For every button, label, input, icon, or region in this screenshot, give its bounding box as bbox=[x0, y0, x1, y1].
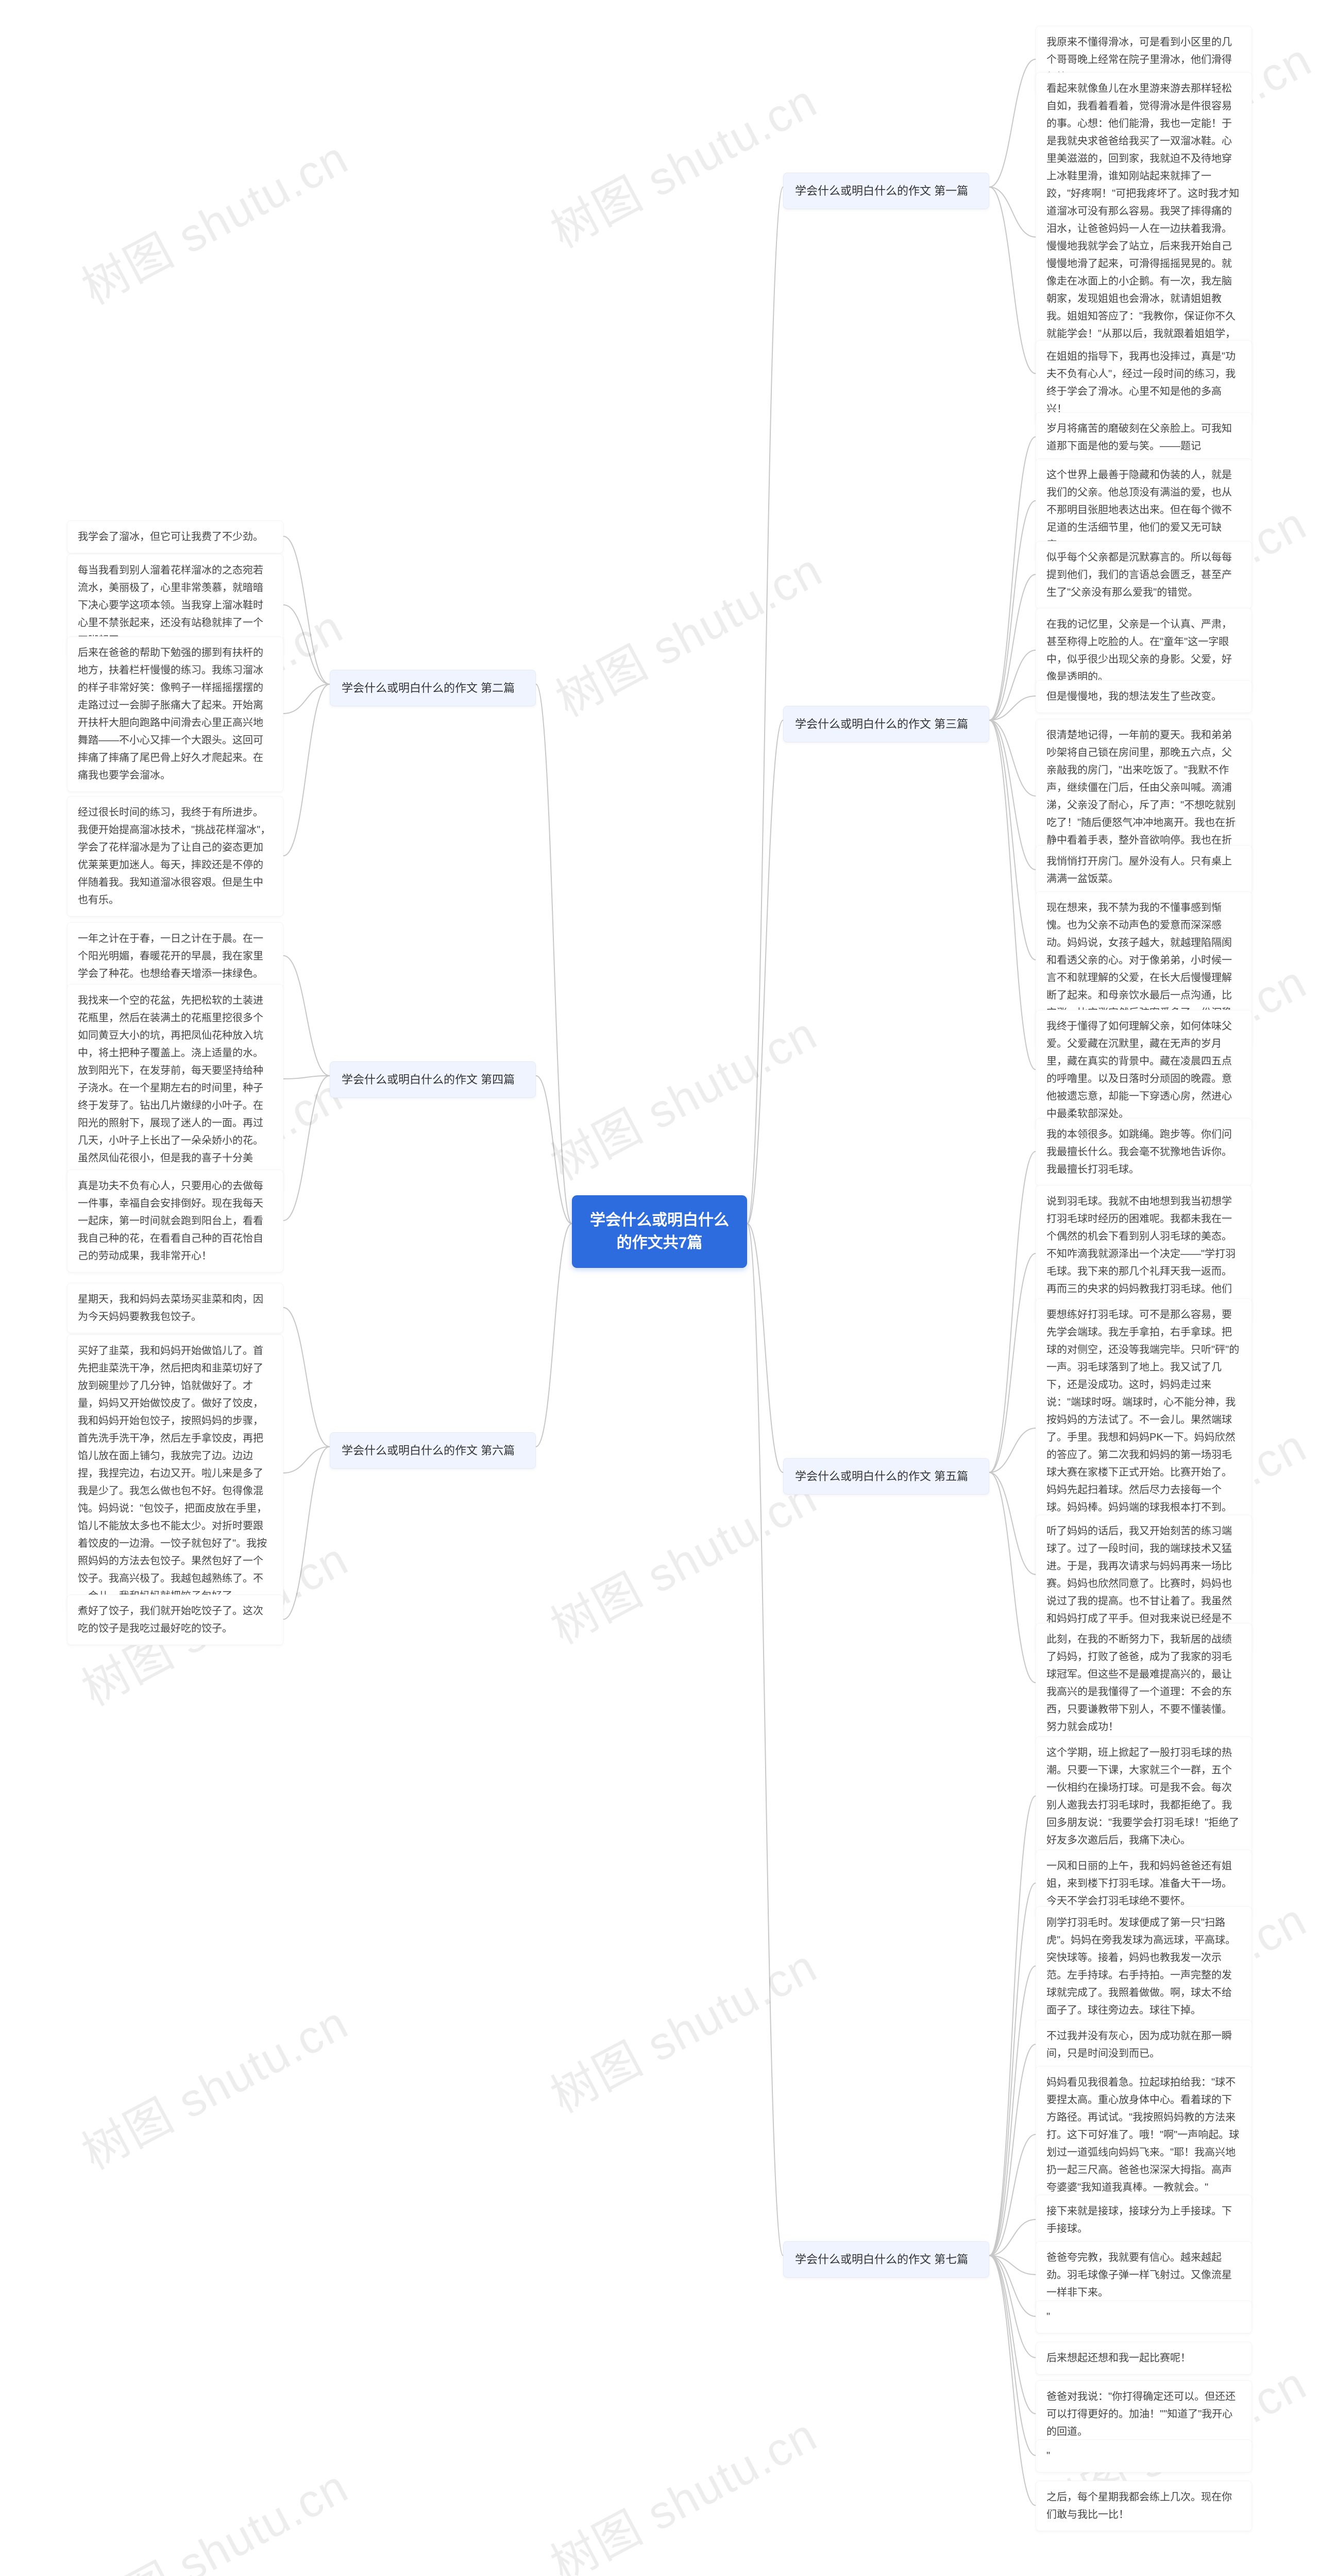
leaf-text: 岁月将痛苦的磨破刻在父亲脸上。可我知道那下面是他的爱与笑。——题记 bbox=[1046, 423, 1232, 452]
branch-node: 学会什么或明白什么的作文 第一篇 bbox=[783, 173, 989, 209]
leaf-node: " bbox=[1036, 2439, 1252, 2472]
leaf-node: 买好了韭菜，我和妈妈开始做馅儿了。首先把韭菜洗干净，然后把肉和韭菜切好了放到碗里… bbox=[67, 1334, 283, 1613]
leaf-node: 我终于懂得了如何理解父亲，如何体味父爱。父爱藏在沉默里，藏在无声的岁月里，藏在真… bbox=[1036, 1010, 1252, 1130]
leaf-text: 星期天，我和妈妈去菜场买韭菜和肉，因为今天妈妈要教我包饺子。 bbox=[78, 1294, 263, 1323]
leaf-node: 这个学期，班上掀起了一股打羽毛球的热潮。只要一下课，大家就三个一群，五个一伙相约… bbox=[1036, 1736, 1252, 1857]
leaf-node: 我悄悄打开房门。屋外没有人。只有桌上满满一盆饭菜。 bbox=[1036, 845, 1252, 895]
leaf-text: 爸爸夸完教，我就要有信心。越来越起劲。羽毛球像子弹一样飞射过。又像流星一样非下来… bbox=[1046, 2252, 1232, 2298]
leaf-text: 我终于懂得了如何理解父亲，如何体味父爱。父爱藏在沉默里，藏在无声的岁月里，藏在真… bbox=[1046, 1021, 1232, 1120]
leaf-text: 在我的记忆里，父亲是一个认真、严肃，甚至称得上吃脸的人。在"童年"这一字眼中，似… bbox=[1046, 619, 1232, 683]
leaf-node: 爸爸对我说："你打得确定还可以。但还还可以打得更好的。加油！""知道了"我开心的… bbox=[1036, 2380, 1252, 2448]
leaf-node: 真是功夫不负有心人，只要用心的去做每一件事，幸福自会安排倒好。现在我每天一起床，… bbox=[67, 1170, 283, 1273]
mindmap-canvas: 学会什么或明白什么的作文共7篇 学会什么或明白什么的作文 第二篇 我学会了溜冰，但… bbox=[0, 0, 1319, 2576]
branch-label: 学会什么或明白什么的作文 第二篇 bbox=[342, 682, 515, 694]
branch-node: 学会什么或明白什么的作文 第三篇 bbox=[783, 706, 989, 742]
leaf-text: 在姐姐的指导下，我再也没摔过，真是"功夫不负有心人"，经过一段时间的练习，我终于… bbox=[1046, 351, 1236, 415]
leaf-text: 煮好了饺子，我们就开始吃饺子了。这次吃的饺子是我吃过最好吃的饺子。 bbox=[78, 1605, 263, 1634]
leaf-node: 之后，每个星期我都会练上几次。现在你们敢与我比一比！ bbox=[1036, 2481, 1252, 2531]
leaf-node: 后来在爸爸的帮助下勉强的挪到有扶杆的地方，扶着栏杆慢慢的练习。我练习溜冰的样子非… bbox=[67, 636, 283, 792]
leaf-text: 刚学打羽毛时。发球便成了第一只"扫路虎"。妈妈在旁我发球为高远球，平高球。突快球… bbox=[1046, 1917, 1236, 2016]
branch-label: 学会什么或明白什么的作文 第七篇 bbox=[795, 2253, 968, 2266]
branch-node: 学会什么或明白什么的作文 第二篇 bbox=[330, 670, 536, 706]
leaf-text: 不过我并没有灰心，因为成功就在那一瞬间，只是时间没到而已。 bbox=[1046, 2030, 1232, 2059]
leaf-node: 我学会了溜冰，但它可让我费了不少劲。 bbox=[67, 520, 283, 553]
leaf-text: 但是慢慢地，我的想法发生了些改变。 bbox=[1046, 691, 1222, 702]
leaf-node: 我的本领很多。如跳绳。跑步等。你们问我最擅长什么。我会毫不犹豫地告诉你。我最擅长… bbox=[1036, 1118, 1252, 1186]
branch-node: 学会什么或明白什么的作文 第四篇 bbox=[330, 1061, 536, 1098]
leaf-node: 此刻，在我的不断努力下，我斩居的战绩了妈妈，打败了爸爸，成为了我家的羽毛球冠军。… bbox=[1036, 1623, 1252, 1743]
branch-label: 学会什么或明白什么的作文 第六篇 bbox=[342, 1444, 515, 1457]
leaf-node: 经过很长时间的练习，我终于有所进步。我便开始提高溜冰技术，"挑战花样溜冰"，学会… bbox=[67, 796, 283, 917]
leaf-node: 爸爸夸完教，我就要有信心。越来越起劲。羽毛球像子弹一样飞射过。又像流星一样非下来… bbox=[1036, 2241, 1252, 2309]
branch-label: 学会什么或明白什么的作文 第一篇 bbox=[795, 184, 968, 197]
leaf-text: 一年之计在于春，一日之计在于晨。在一个阳光明媚，春暖花开的早晨，我在家里学会了种… bbox=[78, 933, 263, 979]
leaf-node: 我找来一个空的花盆，先把松软的土装进花瓶里，然后在装满土的花瓶里挖很多个如同黄豆… bbox=[67, 984, 283, 1192]
leaf-text: 妈妈看见我很着急。拉起球拍给我："球不要捏太高。重心放身体中心。看着球的下方路径… bbox=[1046, 2077, 1239, 2193]
leaf-text: 似乎每个父亲都是沉默寡言的。所以每每提到他们，我们的言语总会匮乏，甚至产生了"父… bbox=[1046, 552, 1232, 598]
leaf-node: 刚学打羽毛时。发球便成了第一只"扫路虎"。妈妈在旁我发球为高远球，平高球。突快球… bbox=[1036, 1906, 1252, 2027]
leaf-text: 买好了韭菜，我和妈妈开始做馅儿了。首先把韭菜洗干净，然后把肉和韭菜切好了放到碗里… bbox=[78, 1345, 267, 1602]
leaf-node: 不过我并没有灰心，因为成功就在那一瞬间，只是时间没到而已。 bbox=[1036, 2020, 1252, 2070]
leaf-text: 之后，每个星期我都会练上几次。现在你们敢与我比一比！ bbox=[1046, 2492, 1232, 2520]
leaf-node: " bbox=[1036, 2300, 1252, 2333]
leaf-node: 后来想起还想和我一起比赛呢！ bbox=[1036, 2342, 1252, 2375]
leaf-text: 接下来就是接球，接球分为上手接球。下手接球。 bbox=[1046, 2206, 1232, 2234]
leaf-node: 岁月将痛苦的磨破刻在父亲脸上。可我知道那下面是他的爱与笑。——题记 bbox=[1036, 412, 1252, 463]
leaf-node: 一年之计在于春，一日之计在于晨。在一个阳光明媚，春暖花开的早晨，我在家里学会了种… bbox=[67, 922, 283, 990]
leaf-text: 我悄悄打开房门。屋外没有人。只有桌上满满一盆饭菜。 bbox=[1046, 856, 1232, 885]
leaf-text: " bbox=[1046, 2450, 1050, 2462]
leaf-text: 真是功夫不负有心人，只要用心的去做每一件事，幸福自会安排倒好。现在我每天一起床，… bbox=[78, 1180, 263, 1262]
branch-label: 学会什么或明白什么的作文 第五篇 bbox=[795, 1470, 968, 1483]
leaf-text: 我找来一个空的花盆，先把松软的土装进花瓶里，然后在装满土的花瓶里挖很多个如同黄豆… bbox=[78, 995, 263, 1181]
leaf-text: 这个学期，班上掀起了一股打羽毛球的热潮。只要一下课，大家就三个一群，五个一伙相约… bbox=[1046, 1747, 1239, 1846]
leaf-text: 我的本领很多。如跳绳。跑步等。你们问我最擅长什么。我会毫不犹豫地告诉你。我最擅长… bbox=[1046, 1129, 1232, 1175]
leaf-text: " bbox=[1046, 2311, 1050, 2323]
leaf-text: 爸爸对我说："你打得确定还可以。但还还可以打得更好的。加油！""知道了"我开心的… bbox=[1046, 2391, 1236, 2437]
leaf-node: 接下来就是接球，接球分为上手接球。下手接球。 bbox=[1036, 2195, 1252, 2245]
leaf-text: 一风和日丽的上午，我和妈妈爸爸还有姐姐，来到楼下打羽毛球。准备大干一场。今天不学… bbox=[1046, 1860, 1232, 1907]
leaf-text: 这个世界上最善于隐藏和伪装的人，就是我们的父亲。他总顶没有满溢的爱，也从不那明目… bbox=[1046, 469, 1232, 551]
branch-node: 学会什么或明白什么的作文 第五篇 bbox=[783, 1458, 989, 1495]
root-label: 学会什么或明白什么的作文共7篇 bbox=[590, 1212, 729, 1251]
branch-node: 学会什么或明白什么的作文 第七篇 bbox=[783, 2241, 989, 2278]
leaf-node: 但是慢慢地，我的想法发生了些改变。 bbox=[1036, 680, 1252, 713]
leaf-text: 每当我看到别人溜着花样溜冰的之态宛若流水，美丽极了，心里非常羡慕，就暗暗下决心要… bbox=[78, 565, 263, 646]
leaf-text: 后来想起还想和我一起比赛呢！ bbox=[1046, 2352, 1191, 2364]
leaf-text: 后来在爸爸的帮助下勉强的挪到有扶杆的地方，扶着栏杆慢慢的练习。我练习溜冰的样子非… bbox=[78, 647, 263, 781]
leaf-node: 煮好了饺子，我们就开始吃饺子了。这次吃的饺子是我吃过最好吃的饺子。 bbox=[67, 1595, 283, 1645]
leaf-node: 似乎每个父亲都是沉默寡言的。所以每每提到他们，我们的言语总会匮乏，甚至产生了"父… bbox=[1036, 541, 1252, 609]
branch-node: 学会什么或明白什么的作文 第六篇 bbox=[330, 1432, 536, 1469]
leaf-text: 此刻，在我的不断努力下，我斩居的战绩了妈妈，打败了爸爸，成为了我家的羽毛球冠军。… bbox=[1046, 1634, 1232, 1733]
leaf-text: 我学会了溜冰，但它可让我费了不少劲。 bbox=[78, 531, 263, 543]
leaf-text: 经过很长时间的练习，我终于有所进步。我便开始提高溜冰技术，"挑战花样溜冰"，学会… bbox=[78, 807, 270, 906]
leaf-text: 说到羽毛球。我就不由地想到我当初想学打羽毛球时经历的困难呢。我都未我在一个偶然的… bbox=[1046, 1196, 1236, 1312]
leaf-node: 星期天，我和妈妈去菜场买韭菜和肉，因为今天妈妈要教我包饺子。 bbox=[67, 1283, 283, 1333]
branch-label: 学会什么或明白什么的作文 第三篇 bbox=[795, 718, 968, 731]
leaf-node: 妈妈看见我很着急。拉起球拍给我："球不要捏太高。重心放身体中心。看着球的下方路径… bbox=[1036, 2066, 1252, 2204]
root-node: 学会什么或明白什么的作文共7篇 bbox=[572, 1195, 747, 1268]
branch-label: 学会什么或明白什么的作文 第四篇 bbox=[342, 1073, 515, 1086]
